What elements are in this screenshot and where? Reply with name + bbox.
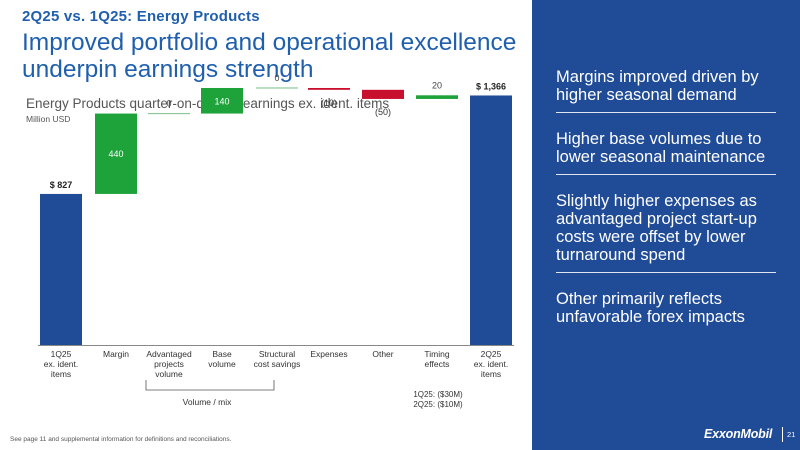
volume-mix-bracket: [145, 380, 275, 391]
exxonmobil-logo: ExxonMobil: [704, 427, 773, 441]
bar-data-label: $ 827: [50, 180, 73, 190]
waterfall-bar: [201, 87, 243, 114]
waterfall-chart: $ 827 440 0 140 0 (10) (50) 20 $ 1,366: [38, 73, 514, 391]
category-label: Other: [372, 349, 394, 359]
bar-data-label: 440: [108, 149, 123, 159]
category-label: 1Q25 ex. ident. items: [43, 349, 79, 379]
footnote: See page 11 and supplemental information…: [10, 436, 232, 443]
category-label: Margin: [103, 349, 129, 359]
category-label: Timing effects: [424, 349, 450, 369]
category-label: Expenses: [310, 349, 348, 359]
page-number: 21: [787, 430, 796, 439]
bar-data-label: (10): [321, 98, 337, 108]
waterfall-bar: [416, 95, 458, 99]
category-label: Structural cost savings: [253, 349, 301, 369]
timing-effects-note: 1Q25: ($30M) 2Q25: ($10M): [413, 390, 463, 409]
bar-data-label: (50): [375, 107, 391, 117]
summary-bullets: Margins improved driven by higher season…: [556, 62, 776, 345]
waterfall-bar: [256, 87, 298, 89]
bar-data-label: 0: [166, 99, 171, 109]
waterfall-bar: [470, 95, 512, 346]
summary-bullet: Other primarily reflects unfavorable for…: [556, 290, 745, 326]
summary-bullet: Margins improved driven by higher season…: [556, 62, 776, 113]
category-label: 2Q25 ex. ident. items: [473, 349, 509, 379]
logo-divider: [782, 427, 783, 442]
bar-data-label: 20: [432, 80, 442, 90]
slide-headline: Improved portfolio and operational excel…: [22, 29, 517, 83]
waterfall-bar: [148, 112, 190, 115]
bar-data-label: $ 1,366: [476, 81, 506, 91]
summary-bullet: Higher base volumes due to lower seasona…: [556, 124, 776, 175]
waterfall-bar: [362, 89, 404, 99]
chart-unit-label: Million USD: [26, 114, 71, 124]
waterfall-bar: [40, 193, 82, 345]
waterfall-bar: [308, 87, 350, 90]
volume-mix-group-label: Volume / mix: [182, 397, 232, 407]
bar-data-label: 140: [214, 96, 229, 106]
category-label: Base volume: [208, 349, 236, 369]
category-label: Advantaged projects volume: [146, 349, 192, 379]
section-kicker: 2Q25 vs. 1Q25: Energy Products: [22, 8, 260, 25]
summary-bullet: Slightly higher expenses as advantaged p…: [556, 186, 776, 273]
bar-data-label: 0: [274, 73, 279, 83]
waterfall-bar: [95, 113, 137, 194]
summary-panel: Margins improved driven by higher season…: [532, 0, 800, 450]
